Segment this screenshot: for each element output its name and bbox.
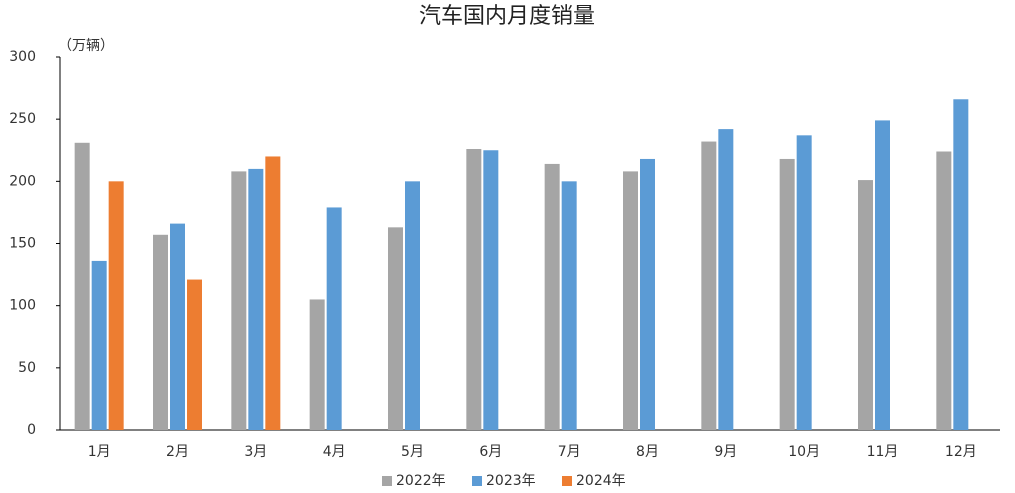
bar [108, 181, 124, 430]
bar [231, 171, 247, 431]
x-tick-label: 9月 [714, 444, 737, 460]
bar [718, 129, 734, 430]
bar [875, 120, 890, 430]
bar [326, 207, 342, 430]
x-tick-label: 11月 [867, 444, 899, 460]
bar [779, 158, 795, 430]
legend-label: 2022年 [396, 473, 446, 489]
bar [388, 227, 403, 430]
x-tick-label: 5月 [401, 444, 424, 460]
legend-label: 2023年 [486, 473, 536, 489]
bar [187, 279, 202, 430]
y-tick-label: 200 [9, 173, 36, 189]
y-tick-label: 300 [9, 49, 36, 65]
y-tick-label: 50 [18, 360, 36, 376]
bar [701, 141, 717, 430]
bar [405, 181, 420, 430]
y-tick-label: 150 [9, 236, 36, 252]
x-tick-label: 12月 [945, 444, 977, 460]
bar [640, 158, 655, 430]
y-tick-label: 0 [27, 422, 36, 438]
bar [796, 135, 812, 430]
bar [170, 223, 185, 430]
bar [953, 99, 969, 431]
x-tick-label: 10月 [788, 444, 820, 460]
bar [91, 260, 107, 430]
legend-swatch [562, 476, 572, 486]
bar [483, 150, 499, 430]
x-tick-label: 1月 [88, 444, 111, 460]
bar [265, 156, 281, 430]
bar [309, 299, 325, 430]
bar [74, 142, 90, 431]
y-axis-label: （万辆） [58, 38, 114, 54]
bar [466, 149, 482, 431]
x-tick-label: 8月 [636, 444, 659, 460]
legend-swatch [472, 476, 482, 486]
x-tick-label: 4月 [323, 444, 346, 460]
legend-swatch [382, 476, 392, 486]
bar [544, 163, 560, 430]
bar [623, 171, 638, 431]
x-tick-label: 3月 [244, 444, 267, 460]
bar [936, 151, 952, 430]
bar [858, 180, 873, 430]
bar [153, 234, 168, 430]
legend-label: 2024年 [576, 473, 626, 489]
y-tick-label: 100 [9, 298, 36, 314]
x-tick-label: 2月 [166, 444, 189, 460]
chart-title: 汽车国内月度销量 [419, 4, 595, 29]
bar [561, 181, 577, 430]
y-tick-label: 250 [9, 111, 36, 127]
bar [248, 168, 264, 430]
x-tick-label: 7月 [558, 444, 581, 460]
x-tick-label: 6月 [479, 444, 502, 460]
